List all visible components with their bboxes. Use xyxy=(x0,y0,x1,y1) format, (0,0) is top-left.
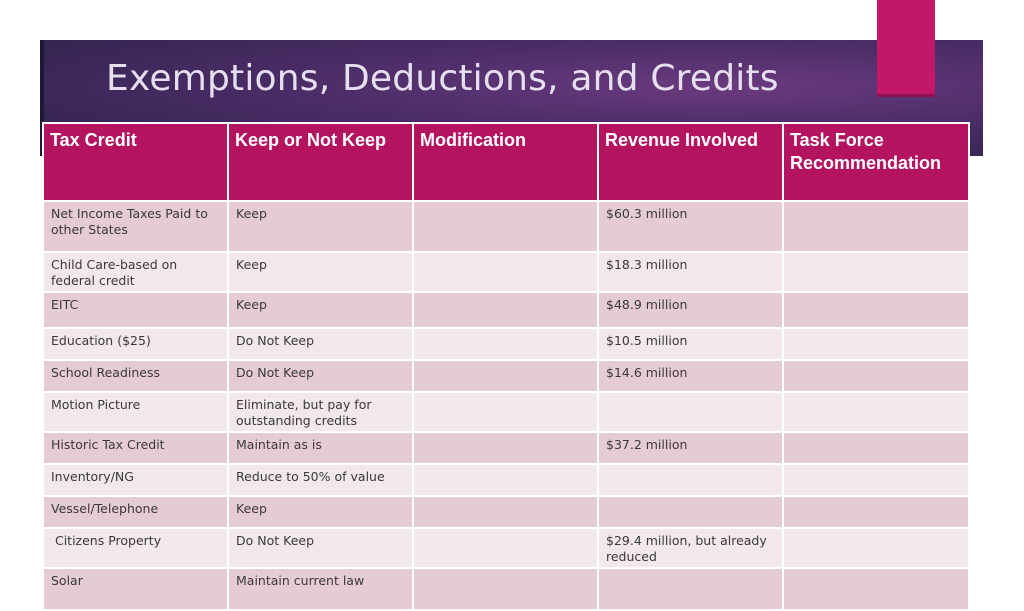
cell-recommendation xyxy=(782,527,970,569)
cell-keep: Keep xyxy=(227,291,414,329)
table-row: Net Income Taxes Paid to other States Ke… xyxy=(42,200,970,253)
table-row: School Readiness Do Not Keep $14.6 milli… xyxy=(42,359,970,393)
cell-recommendation xyxy=(782,291,970,329)
table-row: Education ($25) Do Not Keep $10.5 millio… xyxy=(42,327,970,361)
cell-modification xyxy=(412,291,599,329)
cell-modification xyxy=(412,567,599,611)
cell-keep: Reduce to 50% of value xyxy=(227,463,414,497)
cell-keep: Do Not Keep xyxy=(227,527,414,569)
cell-modification xyxy=(412,251,599,293)
cell-recommendation xyxy=(782,200,970,253)
cell-modification xyxy=(412,391,599,433)
header-revenue-involved: Revenue Involved xyxy=(597,122,784,202)
cell-tax-credit: Solar xyxy=(42,567,229,611)
cell-modification xyxy=(412,431,599,465)
table-row: Child Care-based on federal credit Keep … xyxy=(42,251,970,293)
cell-revenue: $14.6 million xyxy=(597,359,784,393)
cell-tax-credit: Inventory/NG xyxy=(42,463,229,497)
cell-revenue xyxy=(597,391,784,433)
cell-modification xyxy=(412,200,599,253)
cell-revenue: $60.3 million xyxy=(597,200,784,253)
cell-recommendation xyxy=(782,251,970,293)
table-row: Solar Maintain current law xyxy=(42,567,970,611)
cell-tax-credit: Citizens Property xyxy=(42,527,229,569)
cell-keep: Maintain current law xyxy=(227,567,414,611)
cell-keep: Maintain as is xyxy=(227,431,414,465)
cell-recommendation xyxy=(782,495,970,529)
cell-keep: Keep xyxy=(227,251,414,293)
table-row: EITC Keep $48.9 million xyxy=(42,291,970,329)
cell-revenue xyxy=(597,567,784,611)
table-row: Vessel/Telephone Keep xyxy=(42,495,970,529)
cell-keep: Eliminate, but pay for outstanding credi… xyxy=(227,391,414,433)
cell-revenue: $48.9 million xyxy=(597,291,784,329)
cell-revenue: $37.2 million xyxy=(597,431,784,465)
cell-recommendation xyxy=(782,431,970,465)
header-keep-or-not-keep: Keep or Not Keep xyxy=(227,122,414,202)
cell-keep: Keep xyxy=(227,495,414,529)
tax-credits-table: Tax Credit Keep or Not Keep Modification… xyxy=(42,122,970,611)
header-tax-credit: Tax Credit xyxy=(42,122,229,202)
cell-keep: Do Not Keep xyxy=(227,327,414,361)
header-modification: Modification xyxy=(412,122,599,202)
slide-title: Exemptions, Deductions, and Credits xyxy=(106,58,779,99)
cell-keep: Keep xyxy=(227,200,414,253)
cell-tax-credit: EITC xyxy=(42,291,229,329)
cell-tax-credit: Education ($25) xyxy=(42,327,229,361)
accent-tab-line xyxy=(877,94,935,97)
table-header-row: Tax Credit Keep or Not Keep Modification… xyxy=(42,122,970,202)
cell-tax-credit: School Readiness xyxy=(42,359,229,393)
cell-revenue xyxy=(597,495,784,529)
cell-modification xyxy=(412,527,599,569)
cell-recommendation xyxy=(782,359,970,393)
cell-keep: Do Not Keep xyxy=(227,359,414,393)
table-row: Citizens Property Do Not Keep $29.4 mill… xyxy=(42,527,970,569)
cell-modification xyxy=(412,359,599,393)
cell-tax-credit: Child Care-based on federal credit xyxy=(42,251,229,293)
cell-modification xyxy=(412,327,599,361)
cell-recommendation xyxy=(782,327,970,361)
table-row: Motion Picture Eliminate, but pay for ou… xyxy=(42,391,970,433)
cell-revenue xyxy=(597,463,784,497)
cell-tax-credit: Net Income Taxes Paid to other States xyxy=(42,200,229,253)
cell-revenue: $29.4 million, but already reduced xyxy=(597,527,784,569)
cell-modification xyxy=(412,463,599,497)
cell-recommendation xyxy=(782,391,970,433)
cell-modification xyxy=(412,495,599,529)
cell-tax-credit: Historic Tax Credit xyxy=(42,431,229,465)
cell-tax-credit: Vessel/Telephone xyxy=(42,495,229,529)
banner-edge xyxy=(40,40,44,156)
cell-tax-credit: Motion Picture xyxy=(42,391,229,433)
accent-tab xyxy=(877,0,935,97)
cell-recommendation xyxy=(782,567,970,611)
cell-revenue: $10.5 million xyxy=(597,327,784,361)
cell-revenue: $18.3 million xyxy=(597,251,784,293)
header-task-force-recommendation: Task Force Recommendation xyxy=(782,122,970,202)
cell-recommendation xyxy=(782,463,970,497)
table-row: Historic Tax Credit Maintain as is $37.2… xyxy=(42,431,970,465)
table-row: Inventory/NG Reduce to 50% of value xyxy=(42,463,970,497)
